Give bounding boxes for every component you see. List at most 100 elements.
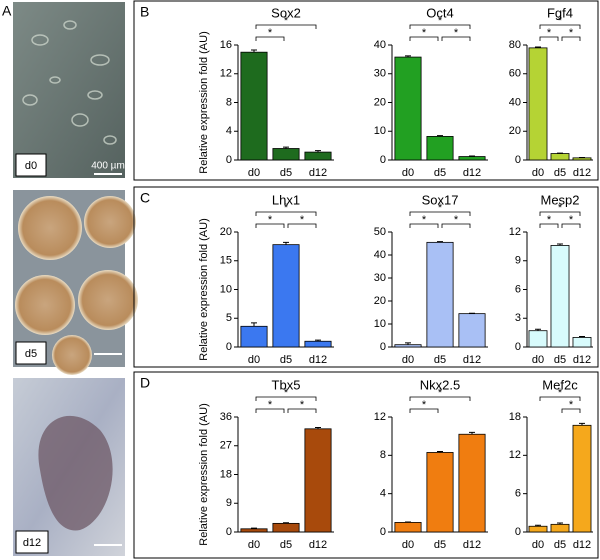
chart-title: Sox2 bbox=[271, 5, 301, 20]
y-tick-label: 20 bbox=[509, 125, 521, 137]
bar bbox=[426, 452, 454, 533]
significance-mark: * bbox=[558, 15, 563, 27]
error-bar bbox=[535, 328, 541, 331]
y-tick-label: 12 bbox=[509, 226, 521, 238]
image-label: d5 bbox=[25, 348, 37, 360]
panel-letter: B bbox=[140, 4, 149, 20]
error-bar bbox=[405, 55, 411, 58]
significance-mark: * bbox=[569, 399, 574, 411]
y-tick-label: 30 bbox=[374, 272, 386, 284]
significance-bracket bbox=[255, 211, 317, 216]
y-tick-label: 10 bbox=[374, 125, 386, 137]
y-tick-label: 15 bbox=[220, 255, 232, 267]
significance-mark: * bbox=[300, 214, 305, 226]
chart-title: Nkx2.5 bbox=[420, 377, 460, 392]
y-tick-label: 10 bbox=[220, 283, 232, 295]
y-tick-label: 0 bbox=[226, 526, 232, 538]
error-bar bbox=[557, 243, 563, 246]
x-tick-label: d5 bbox=[434, 354, 446, 366]
bar bbox=[458, 313, 486, 348]
significance-mark: * bbox=[268, 399, 273, 411]
y-tick-label: 4 bbox=[380, 488, 386, 500]
significance-bracket bbox=[539, 36, 559, 41]
x-tick-label: d12 bbox=[573, 539, 591, 551]
error-bar bbox=[437, 135, 443, 137]
significance-bracket bbox=[409, 223, 439, 228]
y-tick-label: 20 bbox=[374, 295, 386, 307]
significance-mark: * bbox=[422, 27, 427, 39]
y-tick-label: 50 bbox=[374, 226, 386, 238]
bar bbox=[550, 523, 570, 533]
x-tick-label: d0 bbox=[248, 539, 260, 551]
y-tick-label: 40 bbox=[509, 96, 521, 108]
spheroids bbox=[15, 196, 138, 375]
error-bar bbox=[283, 241, 289, 245]
x-tick-label: d5 bbox=[280, 539, 292, 551]
y-tick-label: 0 bbox=[515, 526, 521, 538]
x-tick-label: d12 bbox=[573, 354, 591, 366]
significance-bracket bbox=[409, 36, 439, 41]
error-bar bbox=[535, 46, 541, 48]
bar bbox=[240, 528, 268, 533]
y-tick-label: 0 bbox=[380, 154, 386, 166]
y-tick-label: 20 bbox=[220, 226, 232, 238]
bar bbox=[572, 157, 592, 161]
bar bbox=[528, 330, 548, 348]
error-bar bbox=[579, 422, 585, 426]
bar bbox=[394, 56, 422, 161]
significance-mark: * bbox=[438, 387, 443, 399]
error-bar bbox=[535, 524, 541, 527]
error-bar bbox=[437, 451, 443, 453]
error-bar bbox=[251, 322, 257, 327]
bar bbox=[394, 522, 422, 533]
y-tick-label: 27 bbox=[220, 440, 232, 452]
chart-title: Mesp2 bbox=[540, 192, 579, 207]
bar bbox=[528, 47, 548, 161]
significance-bracket bbox=[561, 36, 581, 41]
significance-bracket bbox=[539, 223, 559, 228]
y-tick-label: 6 bbox=[515, 488, 521, 500]
significance-bracket bbox=[287, 223, 317, 228]
y-tick-label: 8 bbox=[380, 449, 386, 461]
y-tick-label: 0 bbox=[226, 341, 232, 353]
bar bbox=[240, 325, 268, 348]
bar bbox=[550, 245, 570, 348]
panel-letter: D bbox=[140, 375, 150, 391]
significance-bracket bbox=[539, 211, 581, 216]
significance-bracket bbox=[539, 24, 581, 29]
bar bbox=[572, 337, 592, 348]
significance-bracket bbox=[255, 24, 317, 29]
y-tick-label: 80 bbox=[509, 39, 521, 51]
y-tick-label: 5 bbox=[226, 312, 232, 324]
y-tick-label: 60 bbox=[509, 68, 521, 80]
significance-bracket bbox=[561, 408, 581, 413]
x-tick-label: d0 bbox=[532, 354, 544, 366]
y-tick-label: 4 bbox=[226, 125, 232, 137]
x-tick-label: d5 bbox=[280, 167, 292, 179]
significance-mark: * bbox=[438, 15, 443, 27]
x-tick-label: d5 bbox=[280, 354, 292, 366]
y-tick-label: 36 bbox=[220, 411, 232, 423]
error-bar bbox=[405, 342, 411, 345]
x-tick-label: d5 bbox=[554, 539, 566, 551]
bar bbox=[394, 344, 422, 348]
x-tick-label: d12 bbox=[573, 167, 591, 179]
y-tick-label: 0 bbox=[515, 341, 521, 353]
significance-mark: * bbox=[284, 15, 289, 27]
significance-mark: * bbox=[558, 387, 563, 399]
error-bar bbox=[315, 427, 321, 429]
x-tick-label: d12 bbox=[463, 539, 481, 551]
x-tick-label: d12 bbox=[309, 539, 327, 551]
significance-mark: * bbox=[268, 27, 273, 39]
x-tick-label: d12 bbox=[463, 354, 481, 366]
error-bar bbox=[557, 522, 563, 525]
significance-bracket bbox=[441, 223, 471, 228]
error-bar bbox=[315, 339, 321, 342]
x-tick-label: d0 bbox=[248, 354, 260, 366]
y-tick-label: 18 bbox=[509, 411, 521, 423]
error-bar bbox=[469, 431, 475, 435]
panel-frame bbox=[133, 371, 599, 559]
significance-bracket bbox=[409, 24, 471, 29]
y-tick-label: 10 bbox=[374, 318, 386, 330]
